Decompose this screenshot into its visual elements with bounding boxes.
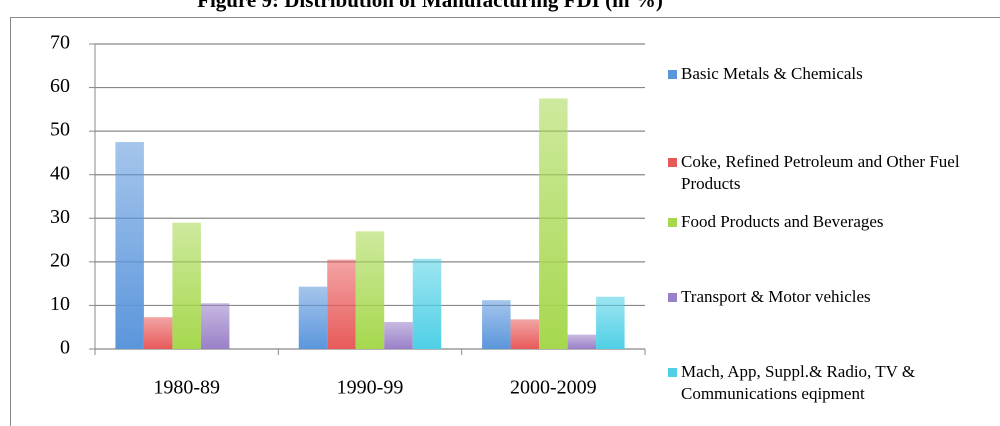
bar	[482, 300, 511, 349]
bar	[115, 142, 144, 349]
legend-item: Food Products and Beverages	[668, 211, 978, 233]
legend-item: Coke, Refined Petroleum and Other Fuel P…	[668, 151, 978, 195]
legend-label: Food Products and Beverages	[681, 212, 884, 231]
legend-label: Transport & Motor vehicles	[681, 287, 871, 306]
legend-swatch	[668, 158, 677, 167]
bar	[298, 286, 328, 349]
bar	[412, 258, 442, 349]
y-tick-label: 30	[50, 206, 70, 228]
chart-frame	[10, 17, 1000, 426]
legend-item: Basic Metals & Chemicals	[668, 63, 978, 85]
bar	[172, 222, 201, 349]
bar	[596, 296, 625, 349]
bar	[200, 303, 230, 349]
y-tick-label: 50	[50, 119, 70, 141]
legend-swatch	[668, 218, 677, 227]
y-tick-label: 20	[50, 249, 70, 271]
bar	[327, 259, 356, 349]
x-tick-label: 1980-89	[153, 377, 220, 399]
bar	[384, 321, 413, 349]
legend-item: Mach, App, Suppl.& Radio, TV & Communica…	[668, 361, 978, 405]
legend-swatch	[668, 368, 677, 377]
x-tick-label: 2000-2009	[510, 377, 597, 399]
x-tick-label: 1990-99	[337, 377, 404, 399]
legend-label: Mach, App, Suppl.& Radio, TV & Communica…	[681, 362, 916, 403]
bar	[355, 231, 385, 349]
bar	[539, 98, 568, 349]
bar	[567, 334, 597, 349]
legend-swatch	[668, 70, 677, 79]
legend-swatch	[668, 293, 677, 302]
bar	[510, 319, 540, 349]
y-tick-label: 60	[50, 75, 70, 97]
y-tick-label: 40	[50, 162, 70, 184]
chart-title: Figure 9: Distribution of Manufacturing …	[197, 0, 663, 12]
legend-label: Coke, Refined Petroleum and Other Fuel P…	[681, 152, 960, 193]
bar	[143, 317, 173, 349]
y-tick-label: 70	[50, 32, 70, 54]
y-tick-label: 0	[60, 337, 70, 359]
y-tick-label: 10	[50, 293, 70, 315]
legend-item: Transport & Motor vehicles	[668, 286, 978, 308]
legend-label: Basic Metals & Chemicals	[681, 64, 863, 83]
